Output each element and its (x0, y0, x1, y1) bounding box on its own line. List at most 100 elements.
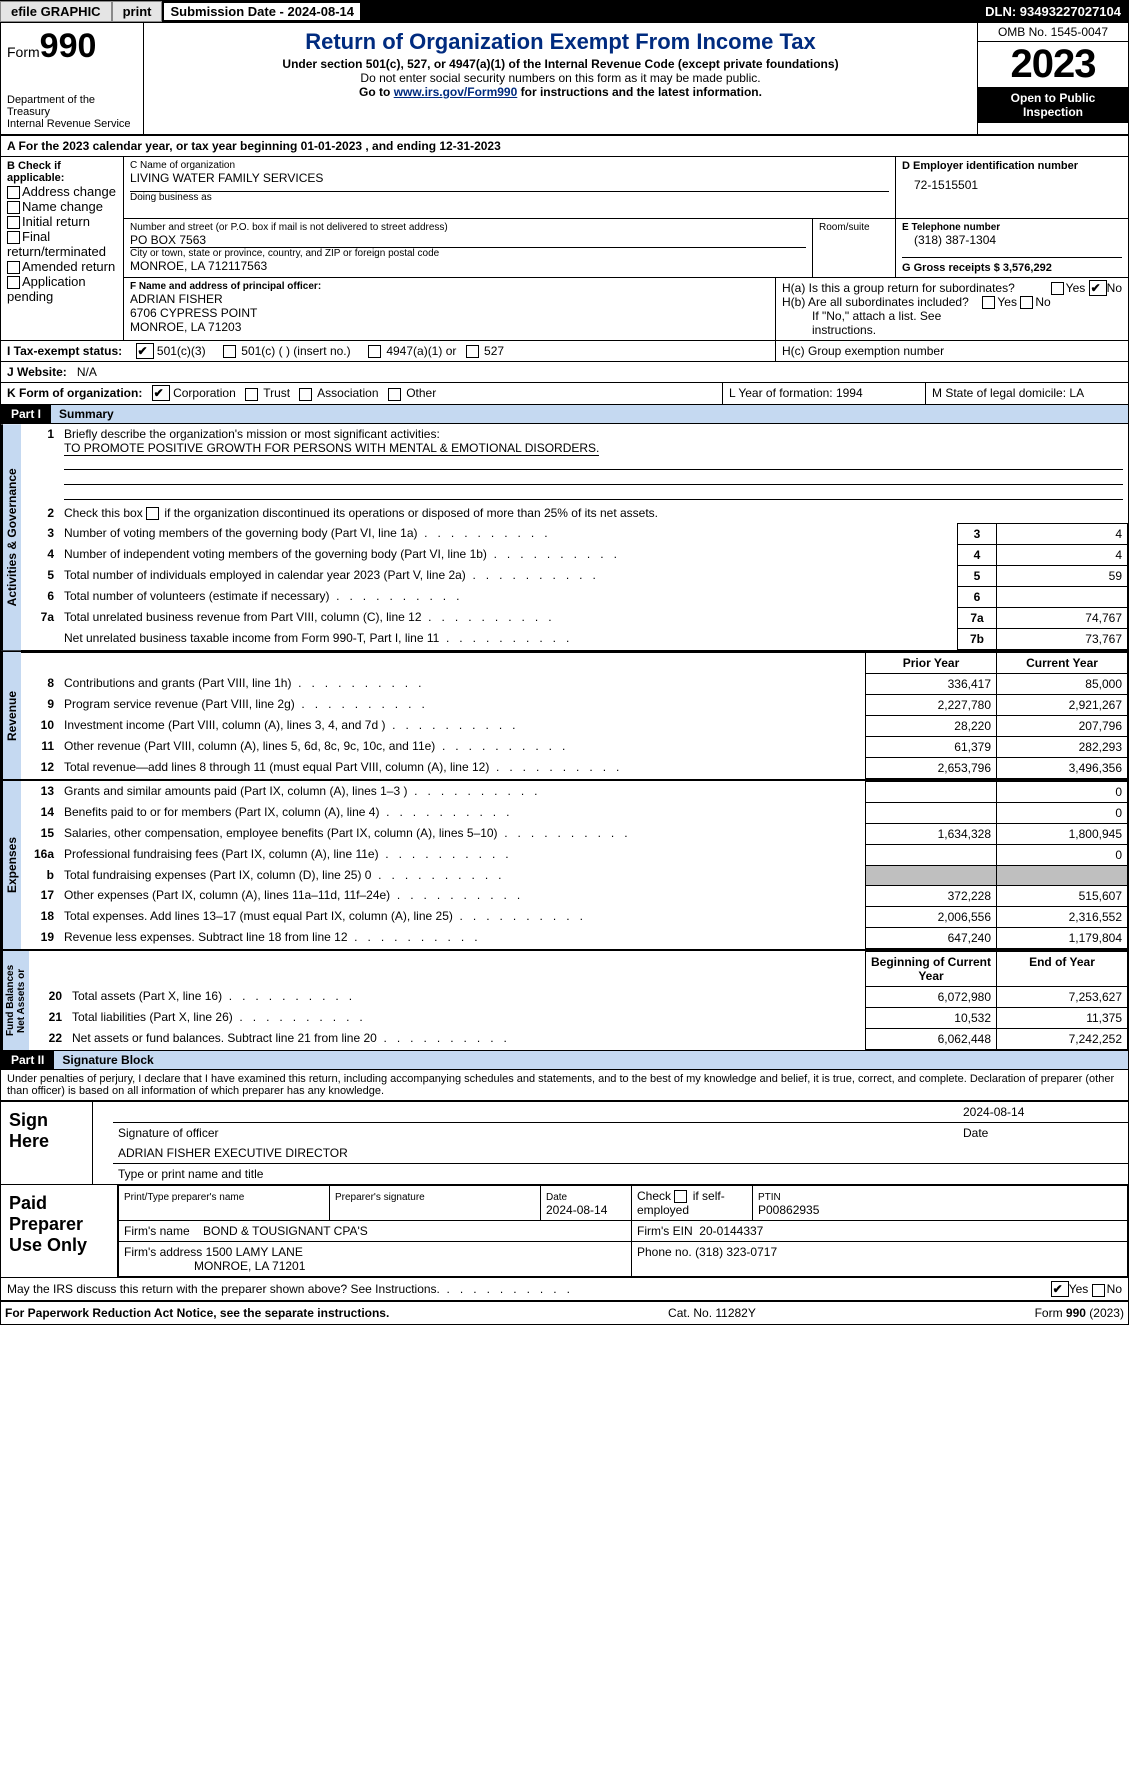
na-line-21: Total liabilities (Part X, line 26) (67, 1007, 866, 1028)
line-3: Number of voting members of the governin… (59, 523, 958, 544)
section-b-label: B Check if applicable: (7, 160, 117, 184)
officer-label: F Name and address of principal officer: (130, 281, 769, 292)
section-netassets: Net Assets orFund Balances (1, 951, 29, 1050)
section-revenue: Revenue (1, 652, 21, 779)
year-formation: L Year of formation: 1994 (723, 383, 926, 403)
firm-phone-label: Phone no. (637, 1245, 692, 1259)
form-number: Form990 (7, 27, 137, 66)
hb-note: If "No," attach a list. See instructions… (782, 309, 1122, 337)
addr-value: PO BOX 7563 (130, 233, 806, 247)
firm-name-label: Firm's name (124, 1224, 190, 1238)
line-6: Total number of volunteers (estimate if … (59, 586, 958, 607)
sign-here-label: Sign Here (1, 1102, 93, 1184)
dba-label: Doing business as (130, 191, 889, 203)
line-7b: Net unrelated business taxable income fr… (59, 628, 958, 649)
dln: DLN: 93493227027104 (985, 4, 1129, 19)
cat-no: Cat. No. 11282Y (668, 1306, 756, 1320)
officer-name: ADRIAN FISHER (130, 292, 769, 306)
discuss-row: May the IRS discuss this return with the… (1, 1277, 1128, 1300)
rev-line-10: Investment income (Part VIII, column (A)… (59, 715, 866, 736)
line-5: Total number of individuals employed in … (59, 565, 958, 586)
paperwork-notice: For Paperwork Reduction Act Notice, see … (5, 1306, 389, 1320)
efile-button[interactable]: efile GRAPHIC (0, 1, 112, 22)
submission-date: Submission Date - 2024-08-14 (162, 1, 362, 22)
q1-label: Briefly describe the organization's miss… (64, 427, 440, 441)
gross-receipts: G Gross receipts $ 3,576,292 (902, 257, 1122, 274)
form-990: Form990 Department of the Treasury Inter… (0, 22, 1129, 1325)
org-name: LIVING WATER FAMILY SERVICES (130, 171, 889, 185)
prep-date-label: Date (546, 1192, 567, 1203)
exp-line-19: Revenue less expenses. Subtract line 18 … (59, 927, 866, 948)
form-footer: Form 990 (2023) (1035, 1306, 1124, 1320)
checkbox-item[interactable]: Address change (7, 184, 117, 199)
firm-ein: 20-0144337 (699, 1224, 763, 1238)
part1-title: Summary (51, 405, 1128, 423)
ptin-value: P00862935 (758, 1203, 819, 1217)
na-line-22: Net assets or fund balances. Subtract li… (67, 1028, 866, 1049)
phone-value: (318) 387-1304 (902, 233, 1122, 247)
firm-phone: (318) 323-0717 (695, 1245, 777, 1259)
section-governance: Activities & Governance (1, 424, 21, 650)
firm-ein-label: Firm's EIN (637, 1224, 693, 1238)
form-title: Return of Organization Exempt From Incom… (148, 29, 973, 55)
section-expenses: Expenses (1, 781, 21, 949)
dept-label: Department of the Treasury Internal Reve… (7, 94, 137, 130)
line-7a: Total unrelated business revenue from Pa… (59, 607, 958, 628)
omb-number: OMB No. 1545-0047 (978, 23, 1128, 42)
exp-line-14: Benefits paid to or for members (Part IX… (59, 802, 866, 823)
room-label: Room/suite (819, 222, 889, 233)
addr-label: Number and street (or P.O. box if mail i… (130, 222, 806, 233)
ssn-note: Do not enter social security numbers on … (148, 71, 973, 85)
checkbox-item[interactable]: Initial return (7, 214, 117, 229)
line-4: Number of independent voting members of … (59, 544, 958, 565)
rev-line-9: Program service revenue (Part VIII, line… (59, 694, 866, 715)
hb-label: H(b) Are all subordinates included? Yes … (782, 295, 1122, 309)
part2-hdr: Part II (1, 1051, 54, 1069)
open-to-public: Open to Public Inspection (978, 87, 1128, 123)
part1-hdr: Part I (1, 405, 51, 423)
instructions-link: Go to www.irs.gov/Form990 for instructio… (148, 85, 973, 99)
declaration: Under penalties of perjury, I declare th… (1, 1070, 1128, 1100)
city-label: City or town, state or province, country… (130, 247, 806, 259)
exp-line-15: Salaries, other compensation, employee b… (59, 823, 866, 844)
eoy-hdr: End of Year (997, 951, 1128, 986)
current-year-hdr: Current Year (997, 652, 1128, 673)
prep-sig-label: Preparer's signature (335, 1192, 425, 1203)
top-bar: efile GRAPHIC print Submission Date - 20… (0, 0, 1129, 22)
form-subtitle: Under section 501(c), 527, or 4947(a)(1)… (148, 57, 973, 71)
prep-date: 2024-08-14 (546, 1203, 607, 1217)
org-name-label: C Name of organization (130, 160, 889, 171)
checkbox-item[interactable]: Amended return (7, 259, 117, 274)
period-line: A For the 2023 calendar year, or tax yea… (1, 136, 1128, 156)
rev-line-8: Contributions and grants (Part VIII, lin… (59, 673, 866, 694)
prep-name-label: Print/Type preparer's name (124, 1192, 244, 1203)
state-domicile: M State of legal domicile: LA (926, 383, 1128, 403)
hc-label: H(c) Group exemption number (776, 341, 1128, 361)
print-button[interactable]: print (112, 1, 163, 22)
exp-line-18: Total expenses. Add lines 13–17 (must eq… (59, 906, 866, 927)
exp-line-b: Total fundraising expenses (Part IX, col… (59, 865, 866, 885)
na-line-20: Total assets (Part X, line 16) (67, 986, 866, 1007)
part2-title: Signature Block (54, 1051, 1128, 1069)
exp-line-16a: Professional fundraising fees (Part IX, … (59, 844, 866, 865)
form-of-org: K Form of organization: Corporation Trus… (1, 383, 723, 403)
ein-value: 72-1515501 (902, 172, 1122, 192)
ptin-label: PTIN (758, 1192, 781, 1203)
ein-label: D Employer identification number (902, 160, 1122, 172)
rev-line-12: Total revenue—add lines 8 through 11 (mu… (59, 757, 866, 778)
self-emp-label: Check if self-employed (632, 1185, 753, 1220)
ha-label: H(a) Is this a group return for subordin… (782, 281, 1122, 295)
officer-sig: ADRIAN FISHER EXECUTIVE DIRECTOR (113, 1143, 1128, 1164)
checkbox-item[interactable]: Name change (7, 199, 117, 214)
city-value: MONROE, LA 712117563 (130, 259, 806, 273)
officer-addr2: MONROE, LA 71203 (130, 320, 769, 334)
checkbox-item[interactable]: Application pending (7, 274, 117, 304)
irs-link[interactable]: www.irs.gov/Form990 (394, 85, 518, 99)
paid-preparer-label: Paid Preparer Use Only (1, 1185, 118, 1277)
officer-addr1: 6706 CYPRESS POINT (130, 306, 769, 320)
firm-addr: 1500 LAMY LANE (206, 1245, 303, 1259)
q2-label: Check this box if the organization disco… (59, 503, 1128, 524)
exp-line-13: Grants and similar amounts paid (Part IX… (59, 781, 866, 802)
rev-line-11: Other revenue (Part VIII, column (A), li… (59, 736, 866, 757)
checkbox-item[interactable]: Final return/terminated (7, 229, 117, 259)
